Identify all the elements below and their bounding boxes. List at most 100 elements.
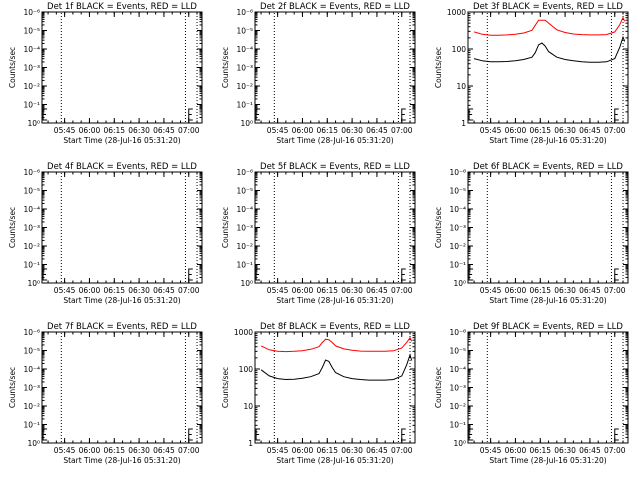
x-axis-label: Start Time (28-Jul-16 05:31:20) <box>489 456 606 465</box>
y-tick-label: 10⁻³ <box>236 64 253 73</box>
plot-frame <box>467 171 629 284</box>
y-tick-label: 1000 <box>447 8 466 17</box>
y-tick-label: 10⁻⁴ <box>236 45 253 54</box>
y-tick-label: 10⁻⁶ <box>236 8 253 17</box>
x-tick-label: 06:45 <box>579 126 601 135</box>
x-tick-label: 06:00 <box>292 446 314 455</box>
y-tick-label: 10⁻⁵ <box>449 187 466 196</box>
y-tick-label: 10⁻² <box>23 402 40 411</box>
y-tick-label: 10 <box>456 82 466 91</box>
bracket-mark <box>614 428 619 441</box>
plot-panel-4: Det 4f BLACK = Events, RED = LLD 10⁰ 10⁻¹ 1… <box>8 162 203 305</box>
x-tick-label: 07:00 <box>604 446 626 455</box>
y-tick-label: 10⁻⁶ <box>23 8 40 17</box>
x-tick-label: 06:30 <box>128 286 150 295</box>
bracket-mark <box>42 428 48 441</box>
y-axis-label: Counts/sec <box>434 207 443 248</box>
x-tick-label: 06:00 <box>505 286 527 295</box>
x-tick-label: 06:00 <box>292 126 314 135</box>
x-tick-label: 06:15 <box>316 126 338 135</box>
y-tick-label: 10⁻¹ <box>23 261 40 270</box>
y-tick-label: 10⁰ <box>27 439 40 448</box>
x-tick-label: 05:45 <box>267 126 289 135</box>
y-tick-label: 10⁻² <box>236 82 253 91</box>
y-tick-label: 10⁻² <box>23 242 40 251</box>
x-tick-label: 05:45 <box>480 126 502 135</box>
plot-frame <box>41 11 203 124</box>
y-tick-label: 10⁻⁶ <box>236 168 253 177</box>
x-tick-label: 06:30 <box>554 126 576 135</box>
x-tick-label: 05:45 <box>267 286 289 295</box>
lld-series-line <box>260 336 413 353</box>
panel-title: Det 7f BLACK = Events, RED = LLD <box>47 322 197 332</box>
x-tick-label: 05:45 <box>480 446 502 455</box>
y-tick-label: 10⁻⁶ <box>449 168 466 177</box>
y-axis-label: Counts/sec <box>8 367 17 408</box>
bracket-mark <box>401 268 406 281</box>
plot-panel-6: Det 6f BLACK = Events, RED = LLD 10⁰ 10⁻¹ 1… <box>434 162 629 305</box>
plot-frame <box>467 331 629 444</box>
y-tick-label: 10⁻⁶ <box>449 328 466 337</box>
plot-panel-9: Det 9f BLACK = Events, RED = LLD 10⁰ 10⁻¹ 1… <box>434 322 629 465</box>
y-tick-label: 10⁻¹ <box>236 261 253 270</box>
y-tick-label: 10⁰ <box>27 279 40 288</box>
y-tick-label: 10⁻² <box>449 242 466 251</box>
y-tick-label: 10⁰ <box>240 279 253 288</box>
x-tick-label: 06:30 <box>341 126 363 135</box>
y-tick-label: 10⁰ <box>453 279 466 288</box>
x-tick-label: 07:00 <box>391 126 413 135</box>
plot-panel-3: Det 3f BLACK = Events, RED = LLD 1 10 100 10… <box>434 2 629 145</box>
y-tick-label: 10⁻⁴ <box>449 365 466 374</box>
panel-title: Det 6f BLACK = Events, RED = LLD <box>473 162 623 172</box>
x-tick-label: 06:00 <box>292 286 314 295</box>
x-tick-label: 06:30 <box>554 446 576 455</box>
x-axis-label: Start Time (28-Jul-16 05:31:20) <box>63 136 180 145</box>
y-tick-label: 10⁻³ <box>449 384 466 393</box>
y-tick-label: 10⁻⁴ <box>23 45 40 54</box>
x-axis-label: Start Time (28-Jul-16 05:31:20) <box>276 456 393 465</box>
x-axis-label: Start Time (28-Jul-16 05:31:20) <box>489 136 606 145</box>
x-tick-label: 06:45 <box>579 446 601 455</box>
x-tick-label: 06:30 <box>128 446 150 455</box>
x-tick-label: 06:30 <box>128 126 150 135</box>
x-tick-label: 07:00 <box>178 446 200 455</box>
y-tick-label: 10⁻⁵ <box>236 187 253 196</box>
bracket-mark <box>401 108 406 121</box>
y-tick-label: 10⁻³ <box>449 224 466 233</box>
panel-title: Det 9f BLACK = Events, RED = LLD <box>473 322 623 332</box>
bracket-mark <box>614 108 619 121</box>
y-tick-label: 10⁻⁴ <box>23 365 40 374</box>
x-tick-label: 06:00 <box>505 446 527 455</box>
bracket-mark <box>255 268 261 281</box>
x-tick-label: 06:45 <box>579 286 601 295</box>
plot-panel-8: Det 8f BLACK = Events, RED = LLD 1 10 100 10… <box>221 322 416 465</box>
y-axis-label: Counts/sec <box>221 47 230 88</box>
x-tick-label: 07:00 <box>178 126 200 135</box>
y-tick-label: 10⁻¹ <box>23 101 40 110</box>
x-tick-label: 06:15 <box>529 126 551 135</box>
y-tick-label: 10⁻¹ <box>449 261 466 270</box>
x-tick-label: 06:30 <box>341 446 363 455</box>
lld-series-line <box>473 16 626 36</box>
plot-panel-1: Det 1f BLACK = Events, RED = LLD 10⁰ 10⁻¹ 1… <box>8 2 203 145</box>
x-tick-label: 06:00 <box>79 286 101 295</box>
x-tick-label: 05:45 <box>54 126 76 135</box>
panel-title: Det 5f BLACK = Events, RED = LLD <box>260 162 410 172</box>
y-tick-label: 1000 <box>234 328 253 337</box>
events-series-line <box>260 353 413 381</box>
plot-frame <box>254 11 416 124</box>
y-tick-label: 10⁰ <box>453 439 466 448</box>
x-axis-label: Start Time (28-Jul-16 05:31:20) <box>63 456 180 465</box>
panel-title: Det 2f BLACK = Events, RED = LLD <box>260 2 410 12</box>
bracket-mark <box>401 428 406 441</box>
panel-title: Det 1f BLACK = Events, RED = LLD <box>47 2 197 12</box>
x-axis-label: Start Time (28-Jul-16 05:31:20) <box>489 296 606 305</box>
y-axis-label: Counts/sec <box>221 367 230 408</box>
x-tick-label: 06:00 <box>505 126 527 135</box>
bracket-mark <box>188 108 193 121</box>
x-tick-label: 05:45 <box>54 446 76 455</box>
x-tick-label: 06:00 <box>79 446 101 455</box>
bracket-mark <box>42 108 48 121</box>
